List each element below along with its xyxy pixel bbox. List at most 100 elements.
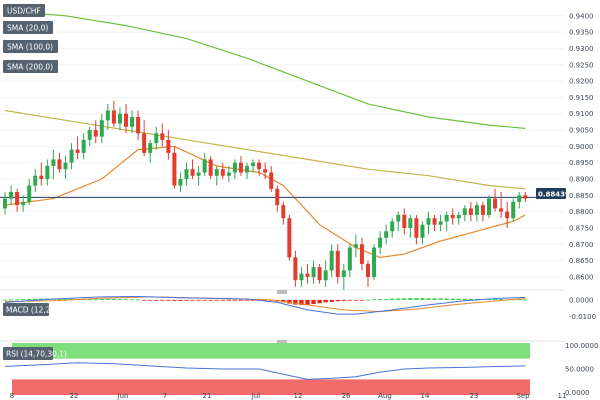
candle-body — [408, 218, 413, 228]
candle-body — [426, 218, 431, 225]
candle-body — [474, 205, 479, 215]
candle-body — [378, 237, 383, 248]
candle — [372, 244, 377, 281]
candle-body — [111, 110, 116, 124]
candle-body — [366, 263, 370, 277]
rsi-tick-label: 50.0000 — [565, 366, 594, 374]
candle-body — [124, 113, 128, 127]
price-tick-label: 0.9150 — [569, 94, 594, 102]
rsi-label: RSI (14,70,30,1) — [6, 350, 67, 359]
price-tick-label: 0.9300 — [569, 45, 594, 53]
candle-body — [172, 152, 177, 186]
candle — [184, 162, 189, 186]
legend-sma20[interactable]: SMA (20,0) — [3, 21, 53, 34]
candle-body — [33, 175, 38, 186]
legend-sma100[interactable]: SMA (100,0) — [3, 40, 58, 53]
legend-sma200[interactable]: SMA (200,0) — [3, 60, 58, 73]
candle-body — [257, 162, 262, 170]
rsi-tick-label: 100.0000 — [565, 342, 598, 350]
macd-histogram-bar — [444, 298, 449, 300]
x-tick-label: 22 — [70, 392, 79, 400]
pane-resize-handle-price[interactable] — [277, 290, 287, 294]
candle-body — [214, 169, 219, 176]
price-pane — [0, 10, 565, 290]
x-tick-label: Aug — [378, 392, 392, 400]
macd-histogram-bar — [432, 298, 437, 300]
macd-histogram-bar — [87, 299, 92, 301]
macd-histogram-bar — [299, 299, 304, 305]
candle-body — [117, 113, 122, 124]
candle-body — [384, 231, 389, 238]
candle-body — [93, 130, 98, 137]
candle-body — [154, 133, 159, 144]
candle-body — [27, 185, 32, 202]
candle-body — [281, 205, 286, 219]
legend: USD/CHF SMA (20,0) SMA (100,0) SMA (200,… — [3, 4, 67, 360]
macd-label: MACD (12,26,9) — [6, 306, 65, 315]
x-tick-label: Jun — [117, 392, 129, 400]
macd-histogram-bar — [208, 299, 213, 301]
macd-histogram-bar — [420, 298, 425, 300]
macd-histogram-bar — [311, 299, 316, 305]
pane-resize-handle-macd[interactable] — [277, 340, 287, 344]
candle-body — [51, 159, 56, 166]
candle — [75, 136, 80, 160]
macd-histogram-bar — [414, 298, 419, 300]
legend-symbol[interactable]: USD/CHF — [3, 4, 45, 17]
candle-body — [190, 169, 195, 176]
sma200-line — [4, 10, 526, 129]
candle — [21, 195, 26, 212]
candle-body — [493, 198, 498, 209]
macd-pane — [2, 295, 528, 315]
candle — [87, 126, 92, 147]
macd-histogram-bar — [232, 299, 238, 301]
macd-histogram-bar — [347, 299, 353, 301]
candle-body — [402, 214, 407, 228]
macd-histogram-bar — [365, 299, 371, 301]
candle-body — [136, 116, 141, 134]
candle-body — [196, 172, 201, 176]
candle — [63, 156, 68, 180]
candle-body — [329, 250, 334, 271]
candle-body — [523, 195, 528, 199]
candle — [269, 165, 274, 193]
candle — [384, 224, 389, 245]
price-tick-label: 0.9350 — [569, 29, 594, 37]
macd-histogram-bar — [129, 299, 135, 301]
candle-body — [142, 133, 147, 153]
candle-body — [462, 208, 467, 215]
macd-tick-label: 0.0000 — [569, 296, 594, 304]
candle — [105, 103, 110, 131]
x-tick-label: 21 — [203, 392, 212, 400]
candle — [232, 159, 237, 180]
legend-macd[interactable]: MACD (12,26,9) — [3, 303, 65, 316]
macd-line — [4, 295, 526, 315]
macd-histogram-bar — [262, 299, 268, 301]
macd-histogram-bar — [111, 298, 117, 300]
candle — [238, 156, 243, 176]
candle — [3, 192, 7, 215]
candle — [275, 185, 280, 212]
macd-histogram-bar — [408, 298, 413, 300]
candle — [366, 260, 370, 287]
candle-body — [15, 192, 20, 206]
candle — [402, 208, 407, 235]
candle-body — [75, 149, 80, 153]
candle-body — [275, 188, 280, 206]
candle-body — [420, 224, 425, 238]
macd-histogram-bar — [184, 299, 189, 301]
candle-body — [269, 172, 274, 189]
candle — [487, 195, 491, 219]
candle — [9, 185, 14, 206]
candle — [136, 110, 141, 140]
rsi-oversold-zone — [12, 379, 530, 395]
legend-rsi[interactable]: RSI (14,70,30,1) — [3, 347, 67, 360]
candle — [462, 205, 467, 222]
candle — [148, 139, 153, 163]
macd-histogram-bar — [402, 298, 407, 300]
macd-histogram-bar — [329, 299, 334, 302]
symbol-label: USD/CHF — [7, 7, 41, 16]
candle — [517, 192, 522, 209]
candle-body — [208, 159, 213, 176]
candle — [323, 260, 328, 287]
